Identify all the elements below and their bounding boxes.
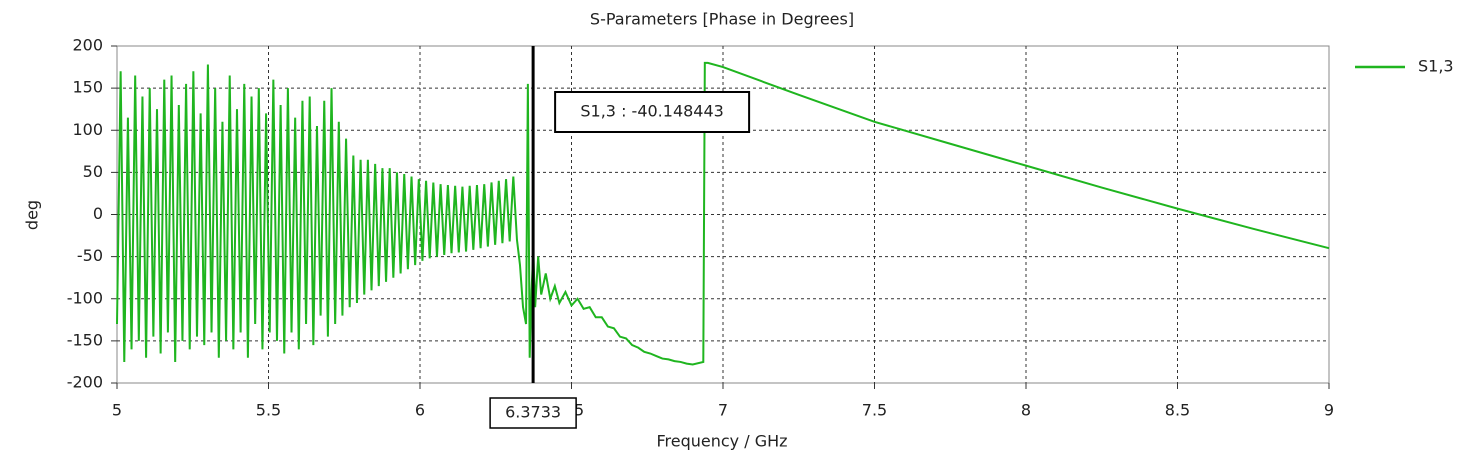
x-tick-label: 6 xyxy=(415,401,425,420)
x-tick-label: 7.5 xyxy=(862,401,887,420)
cursor-label-box xyxy=(489,397,577,429)
y-axis-label: deg xyxy=(23,200,42,230)
x-tick-label: 9 xyxy=(1324,401,1334,420)
cursor-label: 6.3733 xyxy=(505,403,561,422)
annotation-text: S1,3 : -40.148443 xyxy=(580,102,723,121)
x-tick-label: 7 xyxy=(718,401,728,420)
y-tick-label: 50 xyxy=(83,162,103,181)
y-tick-label: 200 xyxy=(72,36,103,55)
x-tick-label: 8.5 xyxy=(1165,401,1190,420)
legend-label: S1,3 xyxy=(1418,57,1454,76)
y-tick-label: 100 xyxy=(72,120,103,139)
y-tick-label: -150 xyxy=(67,330,103,349)
y-tick-label: 150 xyxy=(72,78,103,97)
y-tick-label: -100 xyxy=(67,288,103,307)
x-tick-label: 8 xyxy=(1021,401,1031,420)
series-line xyxy=(116,61,1330,366)
x-tick-label: 5 xyxy=(112,401,122,420)
chart-title: S-Parameters [Phase in Degrees] xyxy=(590,10,854,29)
y-tick-label: -200 xyxy=(67,373,103,392)
y-tick-label: 0 xyxy=(93,204,103,223)
x-axis-label: Frequency / GHz xyxy=(656,432,787,451)
y-tick-label: -50 xyxy=(77,246,103,265)
annotation-box xyxy=(554,91,751,133)
x-tick-label: 5.5 xyxy=(256,401,281,420)
